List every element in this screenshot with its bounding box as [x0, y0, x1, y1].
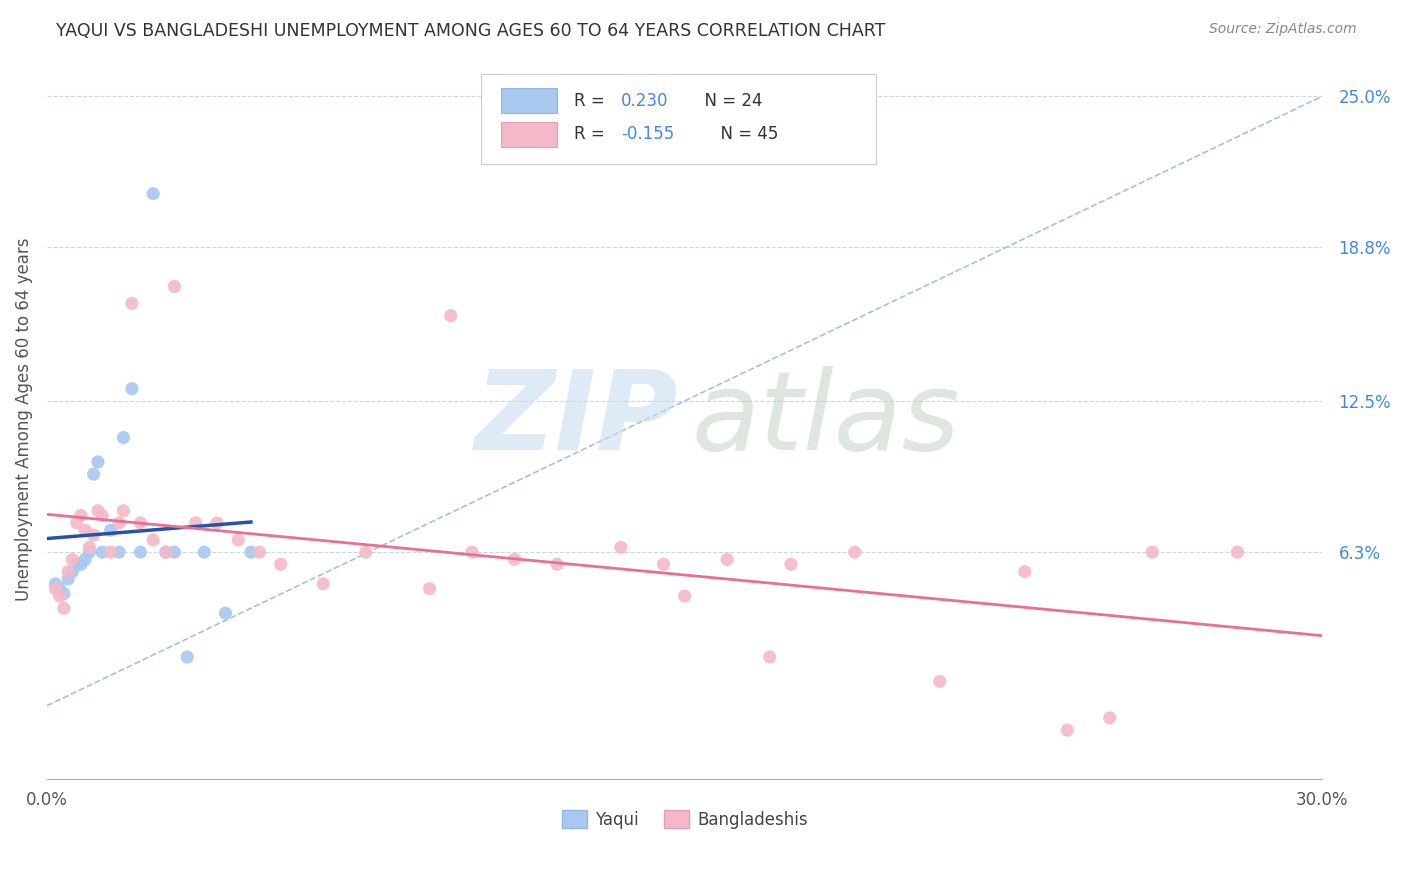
Point — [758, 650, 780, 665]
Text: N = 24: N = 24 — [693, 92, 762, 110]
Text: atlas: atlas — [690, 366, 960, 473]
Text: Source: ZipAtlas.com: Source: ZipAtlas.com — [1209, 22, 1357, 37]
Legend: Yaqui, Bangladeshis: Yaqui, Bangladeshis — [555, 804, 814, 835]
Point — [1098, 711, 1121, 725]
Point — [1226, 545, 1249, 559]
Y-axis label: Unemployment Among Ages 60 to 64 years: Unemployment Among Ages 60 to 64 years — [15, 237, 32, 601]
Point — [87, 504, 110, 518]
Point — [163, 545, 186, 559]
Point — [312, 577, 335, 591]
Point — [240, 545, 263, 559]
Point — [83, 528, 105, 542]
Point — [440, 309, 463, 323]
Point — [121, 296, 143, 310]
Point — [70, 558, 93, 572]
Point — [66, 516, 89, 530]
Point — [60, 552, 83, 566]
Point — [155, 545, 177, 559]
Text: N = 45: N = 45 — [710, 126, 779, 144]
Point — [75, 552, 97, 566]
Point — [461, 545, 484, 559]
Point — [56, 565, 79, 579]
Point — [1014, 565, 1036, 579]
Point — [1056, 723, 1078, 738]
Point — [142, 533, 165, 547]
Point — [66, 558, 89, 572]
Point — [48, 582, 70, 596]
FancyBboxPatch shape — [501, 122, 557, 146]
Point — [1142, 545, 1164, 559]
Point — [163, 279, 186, 293]
Point — [419, 582, 441, 596]
Point — [129, 545, 152, 559]
Point — [716, 552, 738, 566]
Point — [60, 565, 83, 579]
Point — [780, 558, 803, 572]
Point — [79, 545, 101, 559]
Text: YAQUI VS BANGLADESHI UNEMPLOYMENT AMONG AGES 60 TO 64 YEARS CORRELATION CHART: YAQUI VS BANGLADESHI UNEMPLOYMENT AMONG … — [56, 22, 886, 40]
Text: R =: R = — [574, 126, 610, 144]
Point — [112, 431, 135, 445]
Point — [673, 589, 696, 603]
Point — [44, 577, 66, 591]
Point — [52, 586, 75, 600]
Point — [652, 558, 675, 572]
Point — [52, 601, 75, 615]
Point — [193, 545, 215, 559]
Point — [176, 650, 198, 665]
Point — [56, 572, 79, 586]
Point — [48, 589, 70, 603]
Point — [108, 545, 131, 559]
Point — [100, 545, 122, 559]
Point — [270, 558, 292, 572]
Point — [354, 545, 377, 559]
Point — [155, 545, 177, 559]
Point — [129, 516, 152, 530]
Point — [249, 545, 271, 559]
Point — [108, 516, 131, 530]
Point — [91, 508, 114, 523]
Point — [142, 186, 165, 201]
Point — [87, 455, 110, 469]
Point — [83, 467, 105, 482]
Text: R =: R = — [574, 92, 610, 110]
Point — [44, 582, 66, 596]
Text: 0.230: 0.230 — [621, 92, 668, 110]
FancyBboxPatch shape — [481, 74, 876, 164]
Point — [928, 674, 950, 689]
FancyBboxPatch shape — [501, 88, 557, 112]
Point — [121, 382, 143, 396]
Point — [546, 558, 568, 572]
Point — [184, 516, 207, 530]
Point — [844, 545, 866, 559]
Point — [112, 504, 135, 518]
Point — [75, 523, 97, 537]
Point — [100, 523, 122, 537]
Point — [70, 508, 93, 523]
Point — [91, 545, 114, 559]
Point — [205, 516, 228, 530]
Point — [503, 552, 526, 566]
Point — [79, 541, 101, 555]
Point — [226, 533, 249, 547]
Text: ZIP: ZIP — [475, 366, 678, 473]
Text: -0.155: -0.155 — [621, 126, 673, 144]
Point — [214, 606, 236, 620]
Point — [610, 541, 633, 555]
